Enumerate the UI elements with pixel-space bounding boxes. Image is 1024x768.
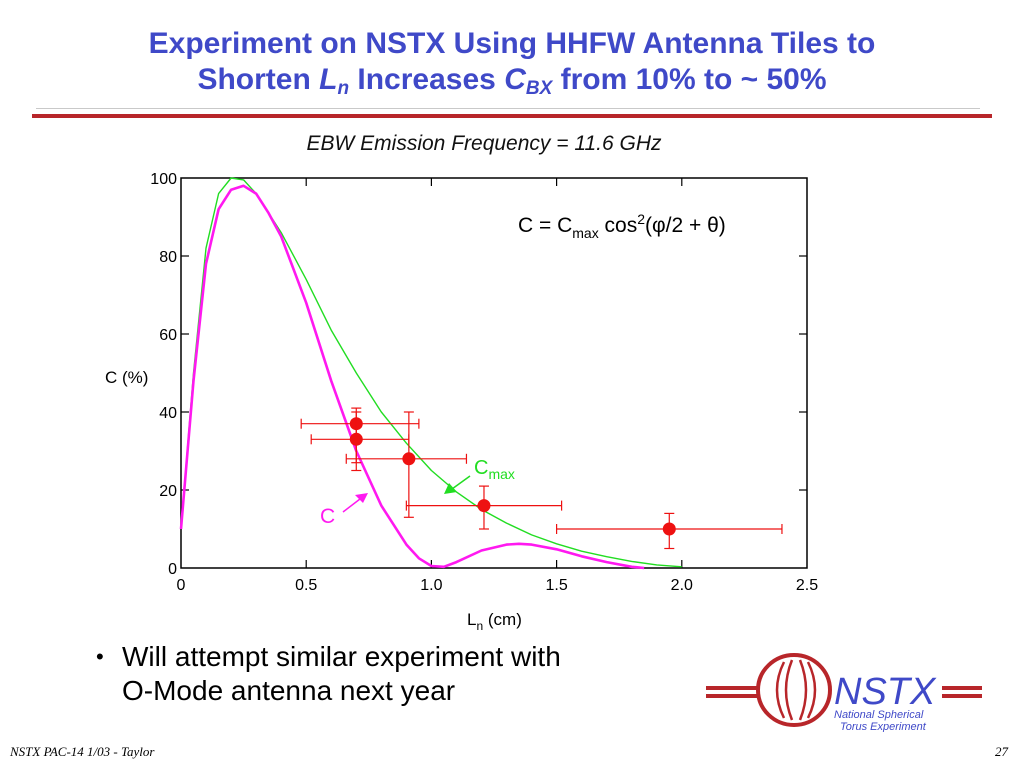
logo-line2: Torus Experiment xyxy=(840,721,927,732)
logo-line1: National Spherical xyxy=(834,709,924,721)
data-point xyxy=(310,411,410,472)
x-axis-label-main: L xyxy=(467,610,476,629)
x-tick-label: 1.5 xyxy=(545,577,567,594)
formula-lhs: C = C xyxy=(518,214,572,237)
title-range-text: from 10% to ~ 50% xyxy=(552,63,827,96)
page-number: 27 xyxy=(995,744,1008,759)
logo-name: NSTX xyxy=(834,671,937,713)
cmax-annotation-subscript: max xyxy=(488,466,514,482)
y-tick-label: 0 xyxy=(168,561,177,578)
data-point-marker xyxy=(477,499,491,513)
cmax-curve xyxy=(180,177,682,568)
c-curve xyxy=(179,184,645,570)
x-tick-label: 1.0 xyxy=(420,577,442,594)
data-points xyxy=(300,407,783,550)
data-point-marker xyxy=(349,432,363,446)
title-divider-thick xyxy=(32,114,992,118)
y-tick-label: 80 xyxy=(159,249,177,266)
cmax-arrow-head xyxy=(444,483,457,494)
footer-left: NSTX PAC-14 1/03 - Taylor xyxy=(10,744,155,759)
formula-cos: cos xyxy=(599,214,638,237)
c-arrow-head xyxy=(355,493,368,503)
title-ln-subscript: n xyxy=(337,78,350,99)
title-ln-letter: L xyxy=(319,63,338,96)
c-arrow-line xyxy=(342,498,361,513)
title-ln-symbol: Ln xyxy=(319,63,350,99)
formula-superscript: 2 xyxy=(637,211,645,227)
formula: C = Cmax cos2(φ/2 + θ) xyxy=(518,211,726,241)
cmax-annotation: Cmax xyxy=(474,457,515,482)
y-axis-label: C (%) xyxy=(105,368,148,387)
x-tick-label: 0.5 xyxy=(295,577,317,594)
bullet-text-line1: Will attempt similar experiment with xyxy=(122,641,561,672)
title-cbx-subscript: BX xyxy=(525,78,553,99)
bullet-text-line2: O-Mode antenna next year xyxy=(122,675,456,706)
curves xyxy=(179,177,682,570)
chart-title: EBW Emission Frequency = 11.6 GHz xyxy=(306,132,662,155)
formula-max-subscript: max xyxy=(572,225,598,241)
data-point xyxy=(345,411,468,518)
title-increases-text: Increases xyxy=(349,63,505,96)
x-tick-label: 2.0 xyxy=(671,577,693,594)
x-tick-label: 2.5 xyxy=(796,577,818,594)
slide-title-line1: Experiment on NSTX Using HHFW Antenna Ti… xyxy=(148,27,876,60)
title-cbx-symbol: CBX xyxy=(504,63,553,99)
y-tick-label: 40 xyxy=(159,405,177,422)
x-axis-label-unit: (cm) xyxy=(483,610,522,629)
c-annotation: C xyxy=(320,505,335,528)
data-point-marker xyxy=(662,522,676,536)
slide-title: Experiment on NSTX Using HHFW Antenna Ti… xyxy=(0,26,1024,98)
cmax-arrow-line xyxy=(451,475,471,490)
x-tick-label: 0 xyxy=(177,577,186,594)
title-shorten-text: Shorten xyxy=(197,63,320,96)
y-tick-label: 100 xyxy=(150,171,177,188)
x-axis-label-subscript: n xyxy=(476,619,483,633)
title-cbx-letter: C xyxy=(504,63,526,96)
x-axis-label: Ln (cm) xyxy=(467,610,522,633)
formula-argument: (φ/2 + θ) xyxy=(645,214,726,237)
slide-title-line2: Shorten Ln Increases CBX from 10% to ~ 5… xyxy=(0,62,1024,98)
cmax-annotation-main: C xyxy=(474,457,488,479)
data-point xyxy=(555,512,783,550)
nstx-logo: NSTX National Spherical Torus Experiment xyxy=(706,653,982,732)
bullet-symbol: • xyxy=(96,644,104,669)
axis-ticks: 0 0.5 1.0 1.5 2.0 2.5 0 20 40 60 80 100 xyxy=(150,171,818,594)
plot-frame xyxy=(180,177,808,569)
title-divider-thin xyxy=(36,108,980,109)
data-point-marker xyxy=(402,452,416,466)
bullet-text: Will attempt similar experiment with O-M… xyxy=(122,640,722,708)
y-tick-label: 20 xyxy=(159,483,177,500)
data-point xyxy=(405,485,563,530)
y-tick-label: 60 xyxy=(159,327,177,344)
